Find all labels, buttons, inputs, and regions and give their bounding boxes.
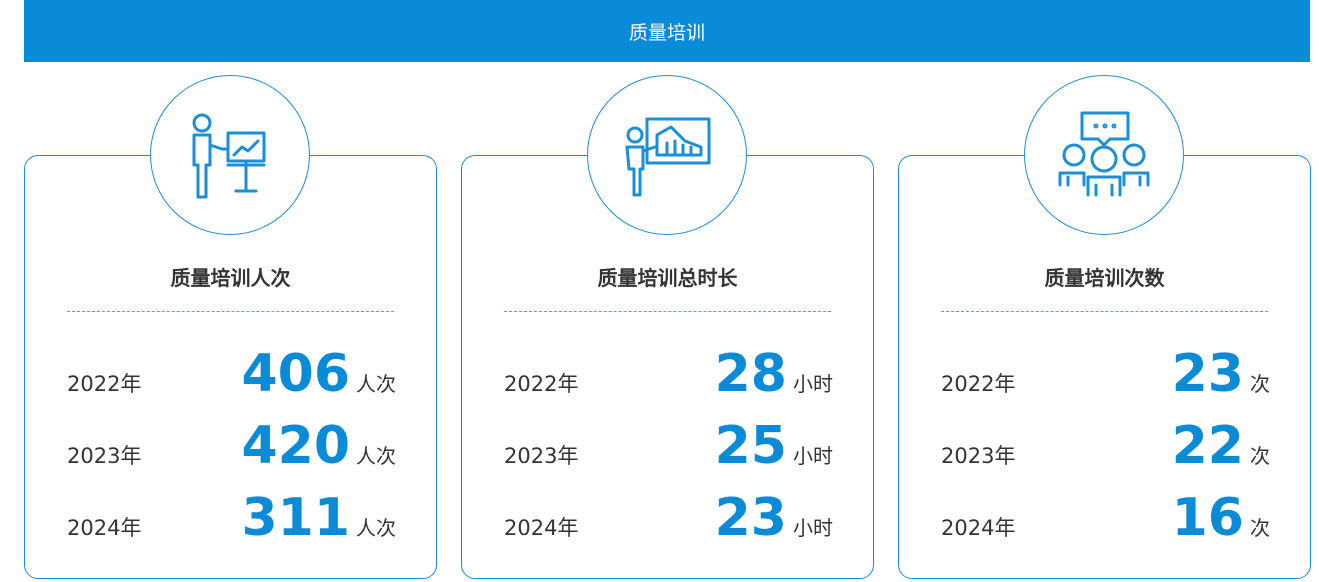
year-label: 2023年 [67,444,142,468]
icon-circle [587,75,747,235]
stat-value: 16 [1171,488,1244,548]
stat-unit: 次 [1250,372,1270,396]
stat-value: 28 [714,344,787,404]
stat-row: 2022年 28 小时 [504,344,833,404]
header-title: 质量培训 [628,21,705,44]
stat-value: 420 [241,416,350,476]
stat-unit: 小时 [793,516,833,540]
icon-circle [150,75,310,235]
divider [941,311,1268,312]
card-title: 质量培训人次 [170,266,291,290]
year-label: 2022年 [504,372,579,396]
year-label: 2022年 [67,372,142,396]
stat-unit: 人次 [356,444,396,468]
stat-value: 25 [714,416,787,476]
stat-unit: 人次 [356,516,396,540]
stat-unit: 次 [1250,516,1270,540]
icon [192,113,266,199]
stat-row: 2023年 25 小时 [504,416,833,476]
card: 质量培训总时长 2022年 28 小时 2023年 25 小时 2024年 23 小时 [461,75,874,579]
stat-value: 311 [241,488,350,548]
stat-value: 23 [1171,344,1244,404]
icon [625,117,711,197]
year-label: 2024年 [67,516,142,540]
year-label: 2024年 [941,516,1016,540]
stat-unit: 小时 [793,372,833,396]
card: 质量培训次数 2022年 23 次 2023年 22 次 2024年 16 次 [898,75,1311,579]
icon-circle [1024,75,1184,235]
stat-row: 2024年 23 小时 [504,488,833,548]
year-label: 2023年 [941,444,1016,468]
divider [504,311,831,312]
icon [1058,111,1150,197]
stat-unit: 次 [1250,444,1270,468]
divider [67,311,394,312]
year-label: 2024年 [504,516,579,540]
year-label: 2023年 [504,444,579,468]
stat-row: 2024年 311 人次 [67,488,396,548]
stat-row: 2022年 23 次 [941,344,1270,404]
card-title: 质量培训次数 [1044,266,1165,290]
stat-row: 2024年 16 次 [941,488,1270,548]
year-label: 2022年 [941,372,1016,396]
stat-row: 2023年 420 人次 [67,416,396,476]
stat-unit: 人次 [356,372,396,396]
stat-value: 22 [1171,416,1244,476]
header-bar: 质量培训 [24,0,1310,62]
stat-value: 23 [714,488,787,548]
stat-value: 406 [241,344,350,404]
card: 质量培训人次 2022年 406 人次 2023年 420 人次 2024年 311 人次 [24,75,437,579]
card-title: 质量培训总时长 [597,266,738,290]
stat-row: 2022年 406 人次 [67,344,396,404]
stat-row: 2023年 22 次 [941,416,1270,476]
stat-unit: 小时 [793,444,833,468]
